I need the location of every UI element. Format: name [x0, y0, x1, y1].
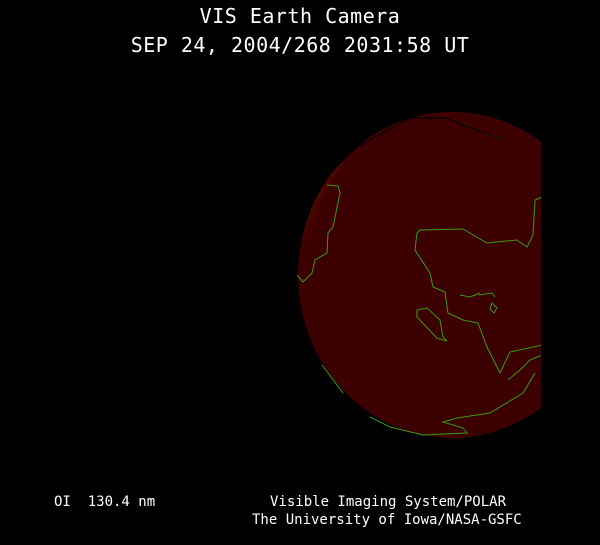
image-timestamp: SEP 24, 2004/268 2031:58 UT: [130, 33, 470, 57]
coastline-south: [369, 372, 536, 436]
instrument-label: Visible Imaging System/POLAR: [270, 494, 507, 510]
wavelength-label: OI 130.4 nm: [54, 494, 156, 510]
coastline-island: [416, 307, 448, 342]
coastline-west: [296, 184, 341, 283]
institution-label: The University of Iowa/NASA-GSFC: [252, 512, 522, 528]
aurora-oval: [298, 112, 541, 438]
terminator-line: [324, 117, 504, 179]
coastline-southwest: [321, 364, 344, 394]
coastline-islands-small: [459, 292, 481, 298]
image-title: VIS Earth Camera: [199, 4, 401, 28]
coastline-mainland: [414, 196, 541, 375]
